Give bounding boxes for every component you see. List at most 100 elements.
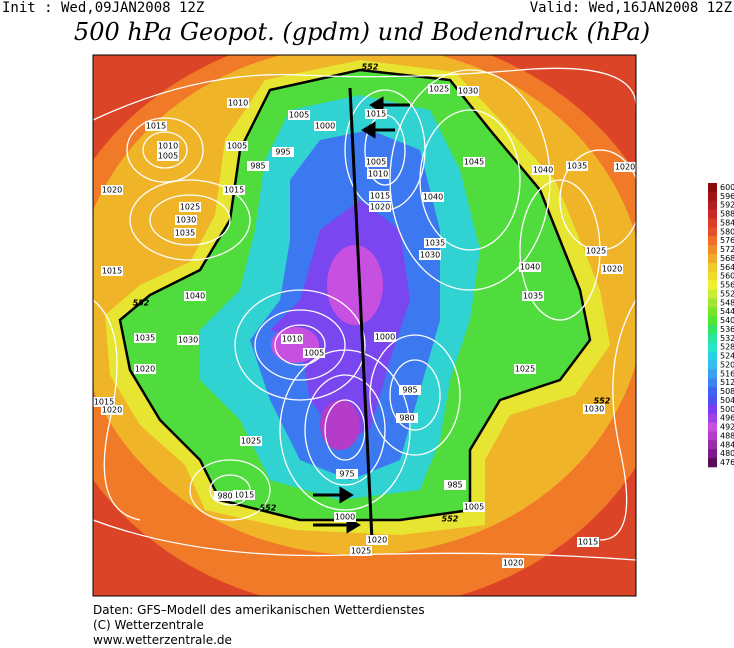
colorbar-label: 588	[720, 210, 734, 219]
label-box	[101, 185, 123, 195]
pressure-label: 1010	[368, 170, 388, 179]
pressure-label: 1005	[464, 503, 484, 512]
label-box	[399, 385, 421, 395]
label-box	[566, 161, 588, 171]
colorbar-swatch	[708, 422, 717, 432]
label-box	[184, 291, 206, 301]
pressure-label: 1045	[464, 158, 484, 167]
pressure-label: 1020	[102, 406, 122, 415]
label-box	[101, 266, 123, 276]
pressure-label: 985	[447, 481, 462, 490]
pressure-label: 1020	[370, 203, 390, 212]
colorbar-swatch	[708, 200, 717, 210]
colorbar-label: 476	[720, 458, 734, 467]
label-box	[422, 192, 444, 202]
colorbar-swatch	[708, 449, 717, 459]
label-box	[288, 110, 310, 120]
label-box	[367, 169, 389, 179]
valid-time: Valid: Wed,16JAN2008 12Z	[530, 0, 732, 16]
pressure-label: 1015	[578, 538, 598, 547]
colorbar-swatch	[708, 413, 717, 423]
colorbar-swatch	[708, 298, 717, 308]
pressure-label: 1020	[135, 365, 155, 374]
colorbar-swatch	[708, 440, 717, 450]
colorbar-label: 540	[720, 316, 734, 325]
label-box	[585, 246, 607, 256]
pressure-label: 1020	[503, 559, 523, 568]
pressure-label: 1015	[146, 122, 166, 131]
label-box	[101, 405, 123, 415]
flow-arrows	[313, 96, 410, 534]
data-source: Daten: GFS–Modell des amerikanischen Wet…	[93, 603, 425, 617]
colorbar-swatch	[708, 262, 717, 273]
pressure-label: 975	[339, 470, 354, 479]
copyright: (C) Wetterzentrale	[93, 618, 204, 632]
pressure-label: 1010	[158, 142, 178, 151]
colorbar-label: 528	[720, 343, 734, 352]
pressure-label: 1030	[420, 251, 440, 260]
colorbar-swatch	[708, 236, 717, 246]
colorbar-label: 572	[720, 245, 734, 254]
pressure-label: 985	[402, 386, 417, 395]
colorbar-swatch	[708, 271, 717, 281]
colorbar-swatch	[708, 307, 717, 317]
pressure-label: 1005	[366, 158, 386, 167]
colorbar-label: 524	[720, 352, 734, 361]
map-area: 1010 1015 1010 1005 1005 1020 1025 1030 1035 1015…	[93, 55, 636, 596]
label-box	[145, 121, 167, 131]
colorbar-label: 508	[720, 387, 734, 396]
label-box	[281, 334, 303, 344]
pressure-label: 995	[275, 148, 290, 157]
colorbar-label: 592	[720, 201, 734, 210]
label-box	[577, 537, 599, 547]
pressure-label: 1035	[135, 334, 155, 343]
label-box	[223, 185, 245, 195]
colorbar-swatch	[708, 396, 717, 406]
pressure-label: 1015	[234, 491, 254, 500]
pressure-label: 1030	[584, 405, 604, 414]
label-box	[532, 165, 554, 175]
label-box	[303, 348, 325, 358]
label-box	[419, 250, 441, 260]
pressure-label: 1030	[458, 87, 478, 96]
colorbar-swatch	[708, 387, 717, 397]
colorbar-swatch	[708, 458, 717, 468]
pressure-label: 1035	[523, 292, 543, 301]
colorbar-label: 536	[720, 325, 734, 334]
colorbar-label: 516	[720, 369, 734, 378]
label-box	[457, 86, 479, 96]
colorbar-swatch	[708, 404, 717, 415]
label-box	[365, 157, 387, 167]
colorbar-label: 520	[720, 360, 734, 369]
colorbar-swatch	[708, 245, 717, 255]
colorbar-swatch	[708, 289, 717, 299]
pressure-label: 1040	[520, 263, 540, 272]
colorbar-swatch	[708, 351, 717, 361]
pressure-label: 1005	[289, 111, 309, 120]
colorbar-label: 560	[720, 272, 734, 281]
label-box	[463, 157, 485, 167]
colorbar-label: 600	[720, 183, 734, 192]
pressure-label: 1015	[94, 398, 114, 407]
field-purple	[327, 245, 383, 325]
pressure-label: 1005	[227, 142, 247, 151]
label-box	[366, 535, 388, 545]
colorbar-swatch	[708, 360, 717, 370]
label-box	[334, 512, 356, 522]
colorbar-label: 496	[720, 414, 734, 423]
colorbar-swatch	[708, 369, 717, 379]
pressure-label: 1015	[370, 192, 390, 201]
pressure-label: 1025	[351, 547, 371, 556]
pressure-label: 1035	[175, 229, 195, 238]
pressure-label: 1020	[367, 536, 387, 545]
map-frame	[92, 54, 637, 597]
field-purple	[320, 400, 360, 450]
label-box	[614, 162, 636, 172]
colorbar-swatch	[708, 280, 717, 290]
colorbar-swatch	[708, 431, 717, 441]
label-box	[350, 546, 372, 556]
colorbar-swatch	[708, 227, 717, 237]
colorbar-label: 480	[720, 449, 734, 458]
pressure-label: 1010	[228, 99, 248, 108]
label-box	[157, 151, 179, 161]
